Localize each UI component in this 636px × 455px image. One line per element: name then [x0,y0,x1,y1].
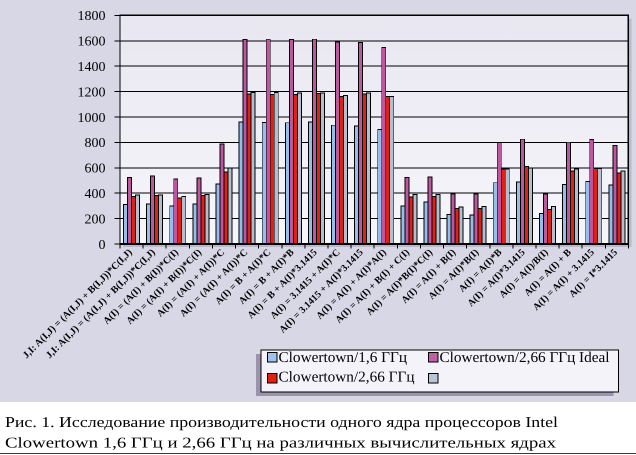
svg-text:200: 200 [85,212,106,227]
svg-text:Рис. 1. Исследование производи: Рис. 1. Исследование производительности … [5,415,558,431]
svg-text:600: 600 [85,162,106,177]
svg-text:1600: 1600 [78,35,106,50]
svg-text:1800: 1800 [78,9,106,24]
svg-text:1400: 1400 [78,60,106,75]
svg-text:Clowertown/1,6 ГГц: Clowertown/1,6 ГГц [279,350,408,366]
svg-text:0: 0 [99,238,106,253]
svg-text:400: 400 [85,187,106,202]
svg-text:Clowertown/2,66 ГГц Ideal: Clowertown/2,66 ГГц Ideal [440,350,610,366]
svg-text:800: 800 [85,136,106,151]
svg-text:1200: 1200 [78,85,106,100]
svg-text:1000: 1000 [78,111,106,126]
svg-text:Clowertown/2,66 ГГц: Clowertown/2,66 ГГц [279,369,415,385]
svg-text:Clowertown 1,6 ГГц и 2,66 ГГц: Clowertown 1,6 ГГц и 2,66 ГГц на различн… [5,435,557,451]
